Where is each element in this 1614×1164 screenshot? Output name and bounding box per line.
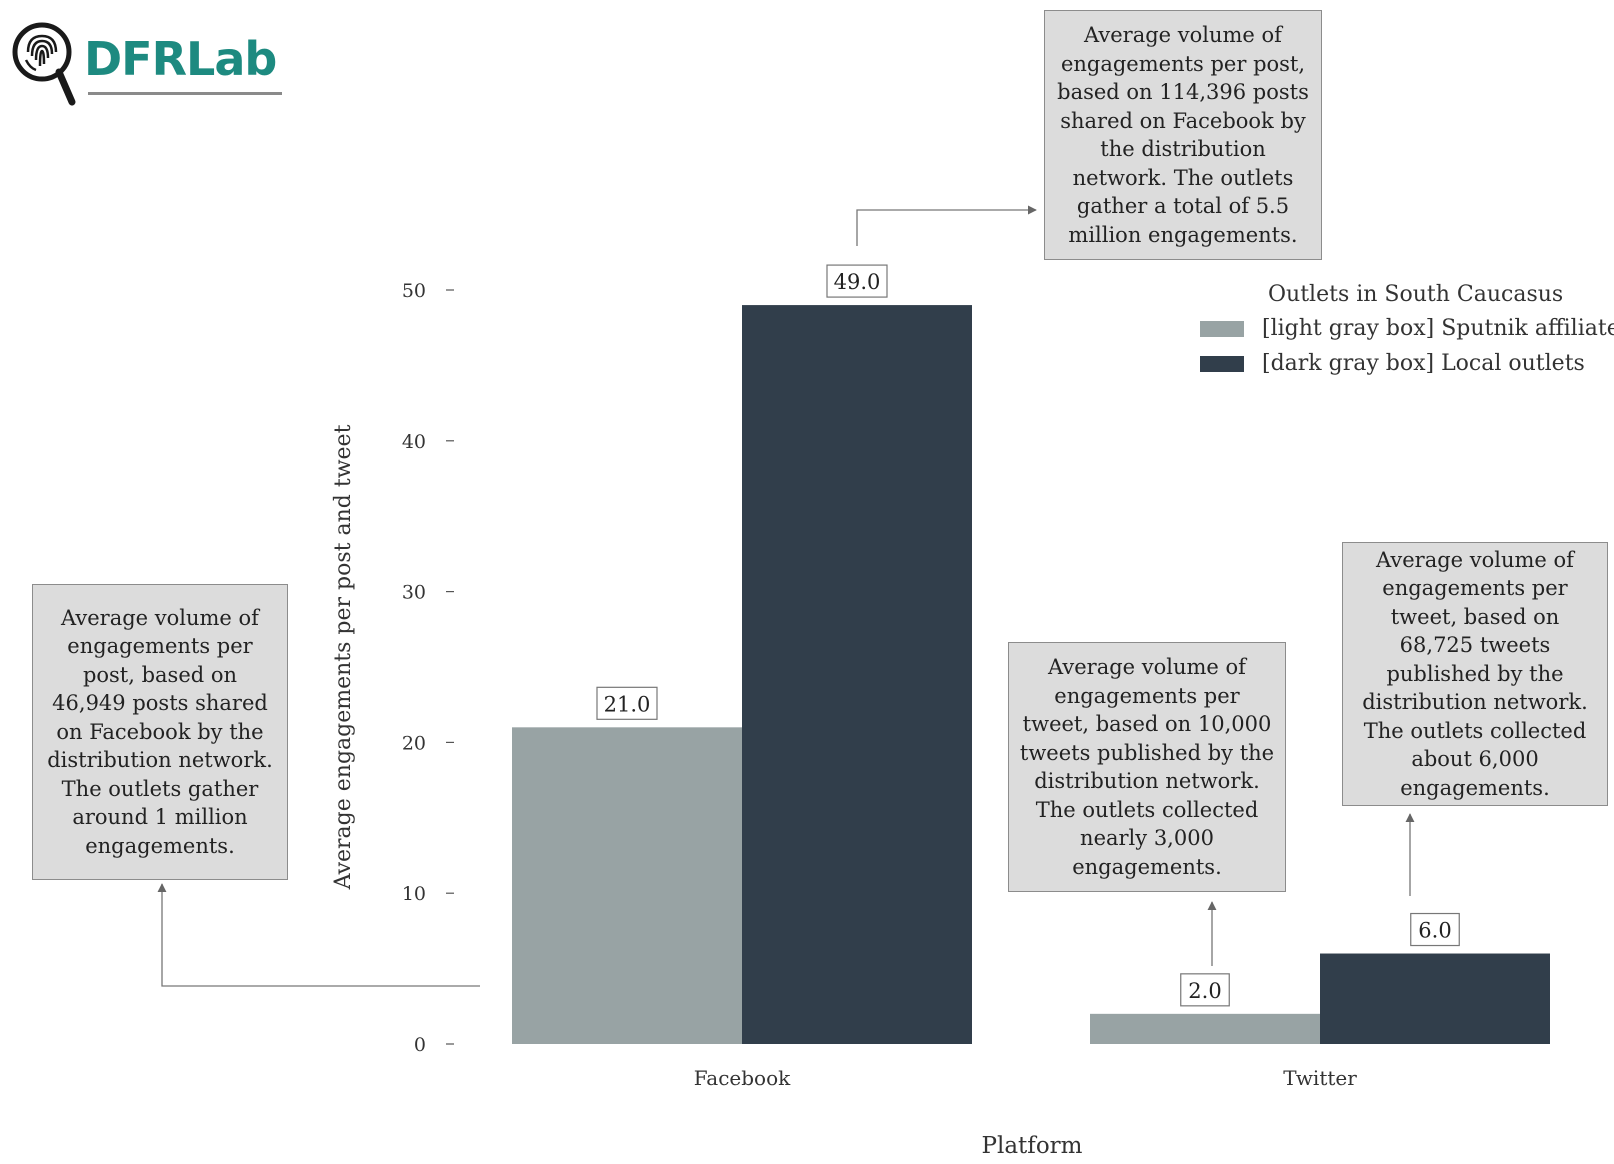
- annotation-twitter-sputnik: Average volume of engagements per tweet,…: [1008, 642, 1286, 892]
- x-axis-label: Platform: [982, 1133, 1083, 1159]
- logo-text: DFRLab: [84, 32, 277, 86]
- legend-swatch-sputnik: [1200, 320, 1244, 337]
- legend-label-local: [dark gray box] Local outlets: [1262, 351, 1585, 376]
- dfrlab-logo: DFRLab: [10, 18, 310, 118]
- legend-title: Outlets in South Caucasus: [1268, 282, 1564, 307]
- y-tick-label: 30: [402, 582, 426, 604]
- y-axis-label: Average engagements per post and tweet: [331, 424, 356, 890]
- data-label-box: [1180, 973, 1230, 1007]
- x-tick-label: Facebook: [694, 1066, 791, 1090]
- bar-facebook-sputnik: [512, 727, 742, 1044]
- data-label: 6.0: [1418, 919, 1451, 943]
- bar-twitter-sputnik: [1090, 1013, 1320, 1044]
- y-tick-label: 40: [402, 431, 426, 453]
- annotation-facebook-local: Average volume of engagements per post, …: [1044, 10, 1322, 260]
- data-label-box: [596, 686, 658, 720]
- data-label: 2.0: [1188, 979, 1221, 1003]
- legend-swatch-local: [1200, 355, 1244, 372]
- annotation-twitter-local: Average volume of engagements per tweet,…: [1342, 542, 1608, 806]
- y-tick-label: 10: [402, 883, 426, 905]
- x-tick-label: Twitter: [1283, 1066, 1357, 1090]
- data-label: 49.0: [834, 270, 881, 294]
- y-tick-label: 20: [402, 732, 426, 754]
- arrow-facebook-local: [856, 205, 1037, 246]
- y-tick-label: 50: [402, 280, 426, 302]
- data-label: 21.0: [604, 692, 651, 716]
- arrow-facebook-sputnik: [157, 883, 480, 987]
- legend-item-sputnik: [light gray box] Sputnik affiliates: [1200, 316, 1614, 341]
- bar-twitter-local: [1320, 953, 1550, 1044]
- annotation-facebook-sputnik: Average volume of engagements per post, …: [32, 584, 288, 880]
- legend-item-local: [dark gray box] Local outlets: [1200, 351, 1585, 376]
- data-label-box: [1410, 912, 1460, 947]
- data-label-box: [826, 264, 888, 298]
- logo-underline: [88, 92, 282, 95]
- bar-facebook-local: [742, 305, 972, 1045]
- y-tick-label: 0: [414, 1034, 426, 1056]
- fingerprint-magnifier-icon: [12, 22, 76, 106]
- legend-label-sputnik: [light gray box] Sputnik affiliates: [1262, 316, 1614, 341]
